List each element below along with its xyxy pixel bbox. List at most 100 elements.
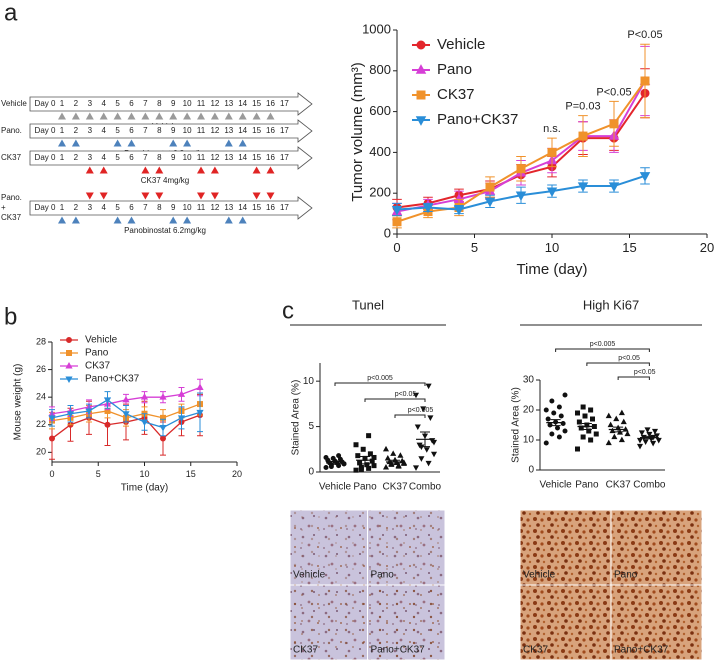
day-label: 11	[197, 203, 206, 212]
marker	[422, 203, 434, 214]
micrograph-stain	[290, 510, 367, 585]
annotation: n.s.	[543, 123, 561, 135]
marker	[360, 446, 366, 452]
sem-bar	[550, 419, 561, 427]
day-label: 15	[252, 126, 261, 135]
y-tick-label: 400	[369, 144, 391, 159]
marker	[618, 436, 625, 443]
day-label: 1	[60, 203, 65, 212]
marker	[357, 460, 363, 466]
dose-marker	[197, 112, 205, 120]
marker	[608, 182, 620, 192]
marker	[644, 427, 651, 433]
marker	[412, 392, 420, 399]
marker	[425, 460, 432, 467]
dose-marker	[252, 166, 261, 174]
x-tick-label: Combo	[633, 480, 666, 491]
x-axis-label: Time (day)	[121, 483, 168, 494]
legend-label: Pano+CK37	[437, 111, 518, 128]
timeline-arrow	[29, 119, 313, 143]
x-axis-label: Time (day)	[516, 261, 587, 278]
annotation: P<0.05	[627, 29, 662, 41]
dose-marker	[210, 166, 219, 174]
day-label: 6	[129, 126, 134, 135]
micrograph-label: Pano	[371, 570, 395, 581]
dose-marker	[71, 216, 80, 224]
comparison-bracket	[586, 362, 650, 366]
day-label: 4	[101, 203, 106, 212]
marker	[390, 450, 397, 456]
panel-label: c	[282, 297, 294, 324]
marker	[605, 439, 612, 446]
dose-marker	[113, 112, 122, 120]
micrograph-label: CK37	[293, 645, 318, 656]
day-label: 7	[143, 203, 148, 212]
sem-bar	[581, 423, 592, 430]
y-tick-label: 22	[36, 419, 46, 429]
day-label: 14	[238, 153, 247, 162]
comparison-bracket	[555, 348, 650, 352]
marker	[66, 350, 72, 356]
dose-marker	[58, 112, 66, 120]
y-tick-label: 30	[523, 375, 535, 386]
y-tick-label: 26	[36, 364, 46, 374]
day-label: Day 0	[35, 153, 56, 162]
day-label: 16	[266, 153, 275, 162]
marker	[358, 466, 364, 472]
marker	[484, 197, 496, 208]
day-label: 8	[157, 203, 162, 212]
micrograph	[520, 510, 611, 585]
day-label: Day 0	[35, 126, 56, 135]
x-tick-label: 15	[622, 240, 636, 255]
day-label: 3	[88, 126, 93, 135]
marker	[580, 434, 586, 440]
marker	[423, 447, 430, 453]
marker	[196, 383, 204, 391]
y-tick-label: 1000	[362, 21, 391, 36]
row-label: CK37	[1, 213, 22, 222]
marker	[551, 410, 557, 416]
day-label: 1	[60, 126, 65, 135]
marker	[159, 425, 167, 432]
day-label: 7	[143, 153, 148, 162]
day-label: 2	[74, 126, 79, 135]
marker	[415, 64, 427, 74]
marker	[160, 435, 166, 442]
comparison-bracket	[334, 382, 426, 386]
marker	[330, 455, 336, 461]
day-label: 3	[88, 153, 93, 162]
marker	[575, 410, 580, 416]
micrograph-label: Pano+CK37	[371, 645, 426, 656]
x-tick-label: Pano	[575, 480, 599, 491]
day-label: 12	[210, 99, 219, 108]
row-label: Vehicle	[1, 99, 27, 108]
day-label: 4	[101, 99, 106, 108]
day-label: 11	[197, 153, 206, 162]
marker	[642, 439, 649, 445]
day-label: 10	[183, 126, 192, 135]
marker	[65, 361, 73, 369]
day-label: 3	[88, 203, 93, 212]
dose-marker	[252, 192, 261, 200]
comparison-label: p<0.05	[395, 391, 417, 398]
x-tick-label: Vehicle	[540, 480, 573, 491]
marker	[593, 431, 599, 437]
day-label: 15	[252, 153, 261, 162]
day-label: 7	[143, 99, 148, 108]
dose-marker	[183, 139, 192, 147]
day-label: 12	[210, 126, 219, 135]
dose-marker	[155, 166, 164, 174]
marker	[430, 451, 438, 458]
day-label: 17	[280, 126, 289, 135]
marker	[371, 463, 377, 469]
x-tick-label: 15	[186, 469, 196, 479]
day-label: 13	[224, 126, 233, 135]
dose-marker	[113, 139, 122, 147]
dose-marker	[141, 166, 150, 174]
marker	[646, 431, 653, 438]
y-tick-label: 28	[36, 336, 46, 346]
day-label: 4	[101, 153, 106, 162]
marker	[85, 408, 93, 416]
dose-marker	[224, 139, 233, 147]
day-label: 13	[224, 153, 233, 162]
